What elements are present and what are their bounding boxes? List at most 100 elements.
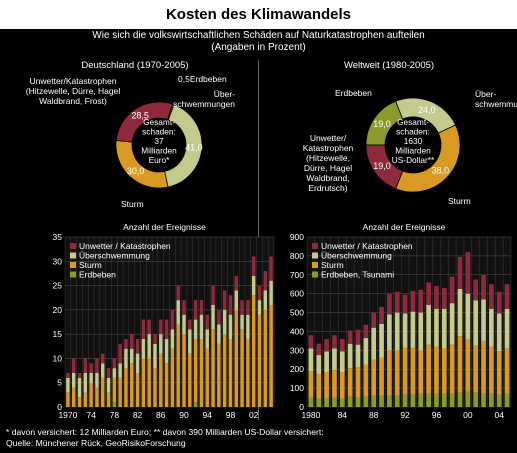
bar-ww-bar-1983-2 — [332, 348, 337, 371]
bar-de-bar-1985-1 — [153, 368, 157, 407]
pie-ww-label-1-1: schwemmungen — [475, 99, 517, 109]
pie-ww-center-1: schaden: — [396, 127, 430, 137]
bar-ww-bar-1993-1 — [410, 347, 416, 395]
bar-ww-xtick-6: 04 — [494, 410, 504, 420]
bar-ww-bar-2002-2 — [481, 299, 486, 341]
bar-ww-bar-1985-3 — [347, 330, 353, 344]
pie-ww-value-1: 24,0 — [418, 105, 436, 115]
bar-de-bar-1989-1 — [176, 324, 180, 407]
bar-de-bar-1990-3 — [182, 300, 186, 315]
bar-de-bar-2002-1 — [251, 295, 256, 407]
bar-ww-bar-1996-2 — [434, 308, 439, 347]
bar-de-bar-1984-1 — [147, 358, 151, 407]
bar-ww-bar-1986-1 — [355, 367, 361, 398]
bar-de-bar-1973-2 — [83, 373, 88, 393]
bar-ww-bar-2005-3 — [504, 284, 510, 309]
bar-ww-ytick-8: 800 — [290, 251, 304, 261]
bar-ww-bar-1993-2 — [410, 311, 416, 348]
bar-ww-bar-1985-1 — [347, 368, 353, 397]
bar-ww-bar-1987-1 — [363, 364, 369, 397]
pie-ww-label-3-0: Unwetter/ — [310, 133, 347, 143]
pie-de-value-0: 28,5 — [131, 111, 149, 121]
bar-de-bar-1993-1 — [199, 339, 204, 407]
bar-ww-bar-1991-3 — [394, 291, 400, 313]
bar-de-bar-1997-2 — [222, 309, 227, 335]
bar-ww-bar-1982-2 — [324, 351, 329, 373]
pie-de-center-4: Euro* — [149, 155, 171, 165]
bar-ww-bar-1996-1 — [434, 346, 439, 394]
bar-de-bar-1974-2 — [89, 373, 93, 383]
bar-ww-bar-1990-0 — [387, 395, 392, 407]
bar-ww-bar-1982-3 — [324, 339, 329, 352]
bar-ww-bar-1997-3 — [441, 288, 447, 309]
pie-ww-label-3-2: (Hitzewelle, — [306, 153, 350, 163]
pie-ww-label-3-1: Katastrophen — [303, 143, 354, 153]
pie-ww-label-3-4: Waldbrand, — [306, 173, 349, 183]
bar-de-bar-1989-3 — [176, 285, 180, 301]
bar-de-ytick-1: 5 — [57, 378, 62, 388]
bar-de-bar-1983-1 — [141, 358, 146, 407]
bar-de-bar-1990-1 — [182, 334, 186, 407]
bar-de-bar-1996-1 — [217, 343, 221, 407]
bar-ww-bar-2004-3 — [496, 291, 502, 314]
bar-de-bar-1999-3 — [234, 275, 239, 291]
bar-ww-bar-2005-1 — [504, 348, 510, 394]
bar-de-bar-1973-1 — [83, 392, 88, 407]
bar-de-ytick-2: 10 — [53, 353, 63, 363]
bar-ww-bar-1983-0 — [332, 397, 337, 407]
bar-ww-ytick-3: 300 — [290, 345, 304, 355]
bar-ww-legend-label-0: Unwetter / Katastrophen — [321, 241, 413, 251]
bar-de-bar-2001-2 — [246, 314, 250, 339]
bar-de-bar-2004-2 — [263, 290, 268, 310]
bar-de-bar-1983-3 — [141, 319, 146, 339]
bar-de-bar-1984-3 — [147, 319, 151, 335]
bar-de-bar-1981-1 — [130, 363, 134, 407]
pie-title-weltweit: Weltweit (1980-2005) — [343, 60, 435, 71]
bar-ww-bar-1988-3 — [371, 312, 377, 328]
bar-ww-legend-swatch-3 — [312, 271, 318, 278]
bar-de-bar-1995-2 — [211, 305, 215, 330]
bar-ww-bar-2000-2 — [465, 293, 471, 339]
pie-de-value-3: 30,0 — [127, 166, 145, 176]
bar-ww-bar-1994-2 — [418, 312, 424, 351]
bar-de-bar-1973-3 — [83, 358, 88, 373]
bar-ww-bar-2001-1 — [473, 345, 479, 393]
bar-ww-title: Anzahl der Ereignisse — [363, 222, 446, 232]
pie-ww-label-0-0: Erdbeben — [335, 88, 372, 98]
pie-ww-label-3-3: Dürre, Hagel — [304, 163, 352, 173]
bar-de-bar-1980-1 — [124, 368, 128, 407]
bar-ww-ytick-6: 600 — [290, 289, 304, 299]
bar-ww-bar-1983-1 — [332, 370, 337, 398]
bar-ww-bar-1999-2 — [457, 288, 463, 337]
bar-de-xtick-3: 82 — [133, 410, 143, 420]
bar-de-bar-2000-2 — [240, 314, 244, 330]
bar-de-bar-1978-0 — [112, 402, 117, 407]
bar-ww-ytick-2: 200 — [290, 364, 304, 374]
bar-ww-bar-1989-0 — [379, 395, 384, 407]
bar-de-bar-1991-1 — [188, 353, 192, 407]
bar-ww-xtick-4: 96 — [432, 410, 442, 420]
bar-ww-bar-2001-0 — [473, 392, 479, 407]
bar-de-bar-1986-1 — [159, 353, 163, 407]
footer-source: Quelle: Münchener Rück, GeoRisikoForschu… — [6, 438, 186, 448]
bar-ww-bar-1980-3 — [308, 335, 314, 349]
bar-ww-bar-2000-3 — [465, 252, 471, 294]
pie-de-center-1: schaden: — [142, 127, 176, 137]
bar-ww-bar-1999-3 — [457, 256, 463, 289]
bar-de-bar-1993-3 — [199, 300, 204, 315]
bar-ww-bar-1995-3 — [426, 282, 431, 305]
bar-ww-xtick-2: 88 — [369, 410, 379, 420]
pie-de-value-2: 41,0 — [185, 143, 203, 153]
bar-ww-bar-1992-1 — [402, 347, 408, 395]
bar-ww-bar-1999-0 — [457, 392, 463, 407]
bar-ww-bar-1981-0 — [316, 398, 322, 407]
pie-de-label-2-0: Über- — [214, 89, 235, 99]
bar-de-xtick-7: 98 — [226, 410, 236, 420]
bar-ww-legend-swatch-0 — [312, 243, 318, 249]
bar-de-bar-1970-3 — [66, 373, 70, 378]
bar-de-bar-1992-0 — [193, 402, 198, 407]
bar-de-bar-1970-2 — [66, 377, 70, 393]
bar-ww-bar-1984-0 — [339, 398, 345, 407]
bar-ww-bar-1989-2 — [379, 323, 384, 358]
bar-de-bar-1996-3 — [217, 309, 221, 325]
